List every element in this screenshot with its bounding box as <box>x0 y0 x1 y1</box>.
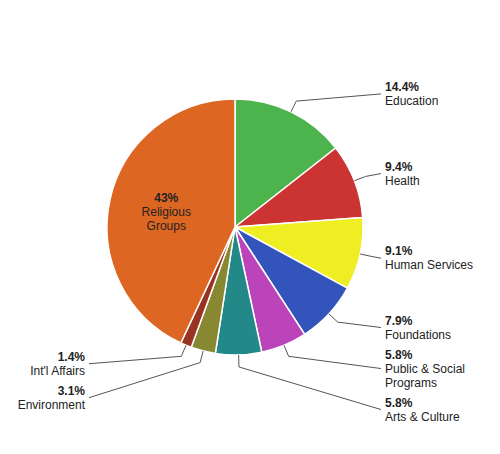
slice-label: Human Services <box>385 258 473 272</box>
slice-label: Arts & Culture <box>385 410 460 424</box>
chart: 14.4%Education 9.4%Health 9.1%Human Servic… <box>0 0 500 454</box>
data-label: 9.1% <box>385 244 413 258</box>
leader-line <box>284 345 381 368</box>
leader-line <box>89 351 203 398</box>
leader-line <box>329 314 381 328</box>
slice-label: Int'l Affairs <box>30 364 85 378</box>
data-label: 14.4% <box>385 80 419 94</box>
slice-label: Education <box>385 94 438 108</box>
leader-line <box>360 254 381 258</box>
slice-label: Programs <box>385 376 437 390</box>
data-label: 5.8% <box>385 396 413 410</box>
leader-lines <box>89 94 381 410</box>
slice <box>107 99 235 343</box>
data-label: 9.4% <box>385 160 413 174</box>
slice-label: Public & Social <box>385 362 465 376</box>
data-label: 1.4% <box>58 350 86 364</box>
slice-label: Religious <box>142 205 191 219</box>
slice-label: Health <box>385 174 420 188</box>
leader-line <box>89 345 186 363</box>
leader-line <box>291 94 381 112</box>
slices <box>107 99 363 355</box>
leader-line <box>239 355 381 410</box>
data-label: 7.9% <box>385 314 413 328</box>
data-label: 3.1% <box>58 384 86 398</box>
slice <box>235 148 363 227</box>
slice-label: Groups <box>147 219 186 233</box>
slice-label: Foundations <box>385 328 451 342</box>
slice-label: Environment <box>18 398 86 412</box>
labels: 14.4%Education 9.4%Health 9.1%Human Servic… <box>18 80 473 424</box>
data-label: 5.8% <box>385 348 413 362</box>
leader-line <box>354 174 381 181</box>
data-label: 43% <box>154 191 178 205</box>
